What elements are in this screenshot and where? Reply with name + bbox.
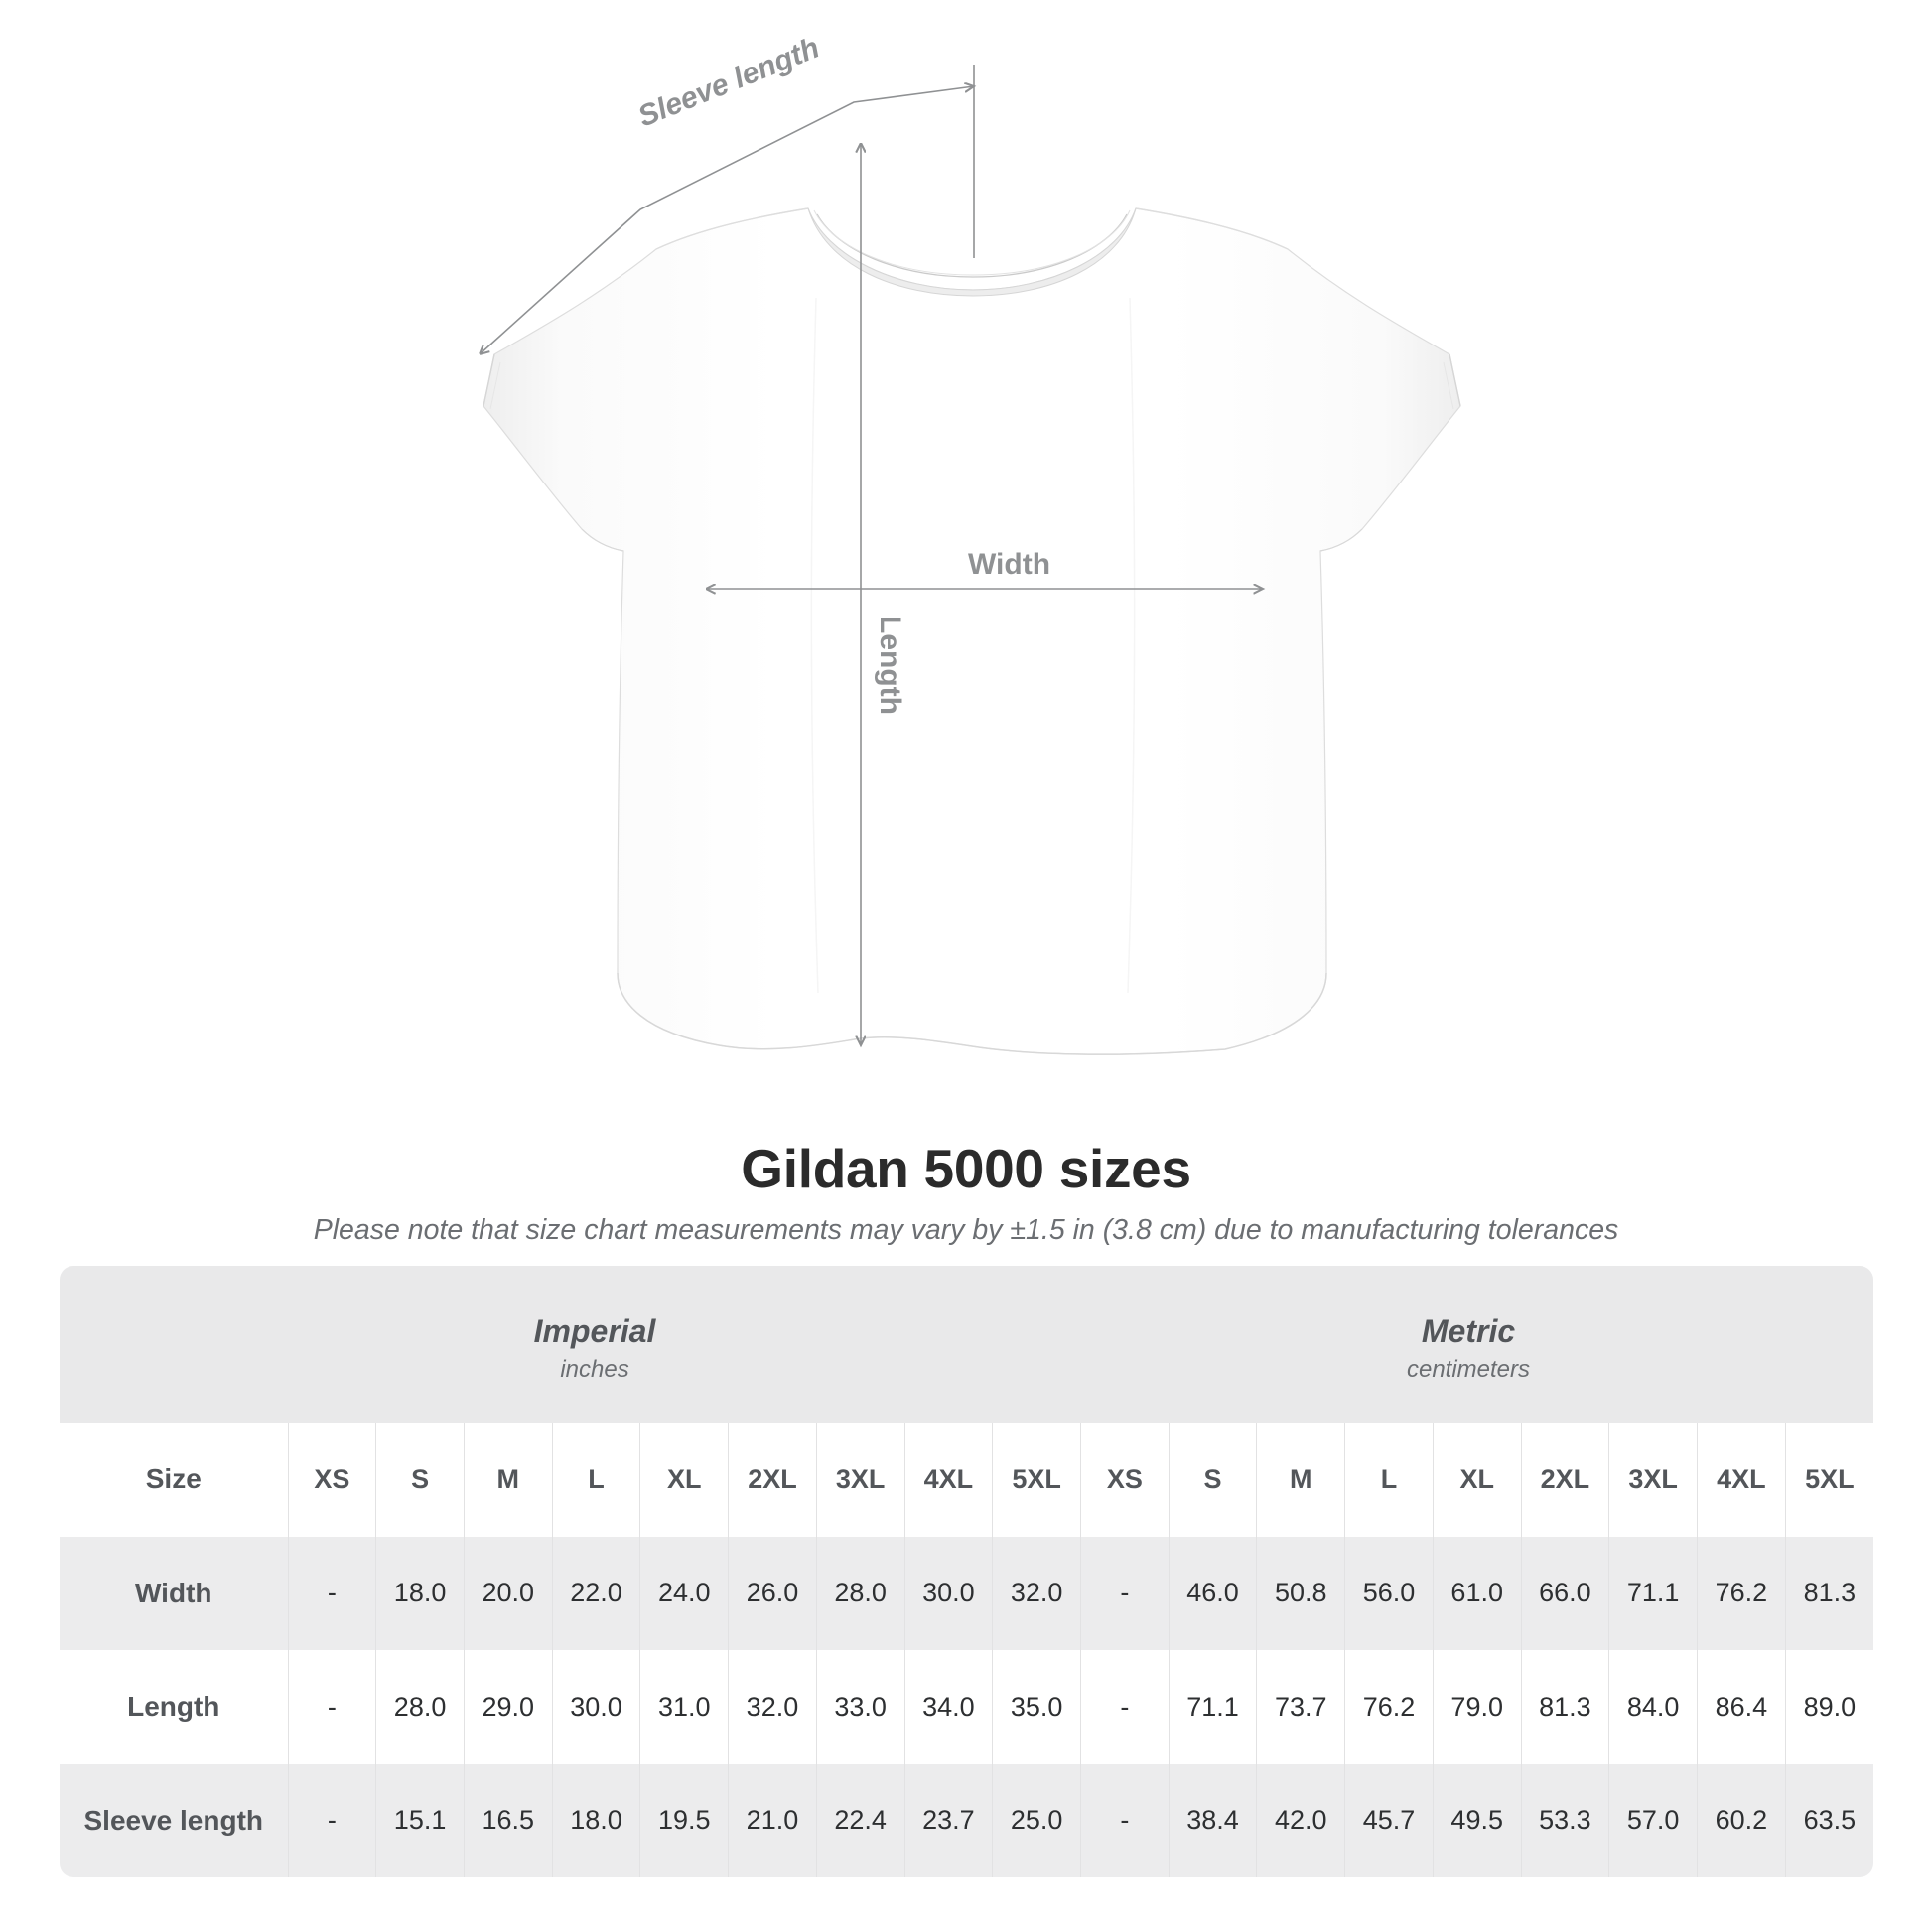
svg-text:Length: Length [874,616,906,715]
svg-text:Sleeve length: Sleeve length [633,31,824,133]
svg-text:Width: Width [968,548,1050,581]
